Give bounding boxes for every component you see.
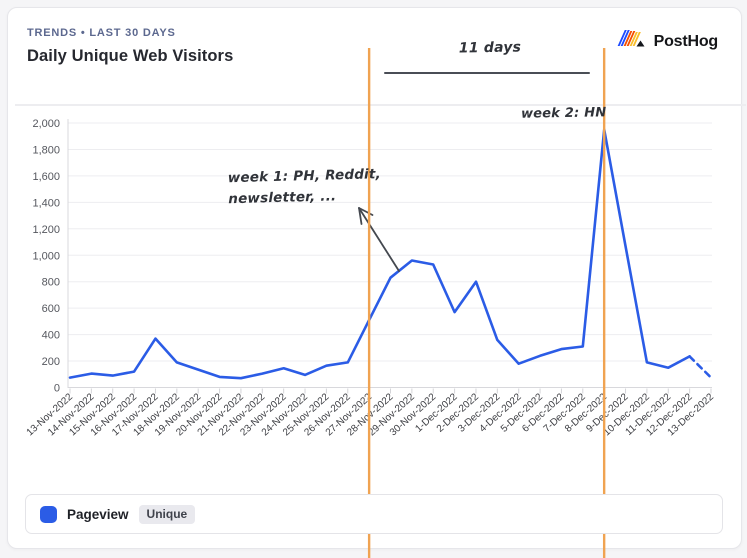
posthog-logo-icon [617,29,647,55]
pageview-series-line [68,128,691,380]
y-tick-label: 1,600 [32,171,60,183]
annotation-week1: week 1: PH, Reddit, newsletter, ... [227,164,398,210]
annotation-span-label: 11 days [458,39,522,57]
insight-title: Daily Unique Web Visitors [27,47,234,65]
y-tick-label: 800 [42,277,60,289]
insight-breadcrumb: TRENDS • LAST 30 DAYS [27,27,176,39]
annotation-week1-line2: newsletter, ... [228,188,337,208]
posthog-logo-text: PostHog [653,33,719,50]
unique-badge: Unique [138,504,196,524]
y-tick-label: 400 [42,330,60,342]
y-tick-label: 600 [42,303,60,315]
y-tick-label: 1,400 [32,197,60,209]
posthog-logo-link[interactable]: PostHog [617,29,718,55]
pageview-series-line-dashed [688,355,713,379]
legend-item-pageview[interactable]: Pageview Unique [40,504,196,524]
y-tick-label: 200 [42,356,60,368]
annotation-week2: week 2: HN [520,105,607,122]
header-divider [15,104,746,106]
y-tick-label: 2,000 [32,118,60,130]
y-tick-label: 1,000 [32,250,60,262]
insight-header: TRENDS • LAST 30 DAYS Daily Unique Web V… [7,7,746,106]
y-tick-label: 1,800 [32,144,60,156]
legend: Pageview Unique [25,494,723,534]
insight-card [7,7,742,549]
y-tick-label: 1,200 [32,224,60,236]
y-tick-label: 0 [54,383,60,395]
pageview-series-swatch [40,505,57,523]
pageview-series-label: Pageview [67,506,129,522]
annotation-week1-line1: week 1: PH, Reddit, [227,166,382,187]
